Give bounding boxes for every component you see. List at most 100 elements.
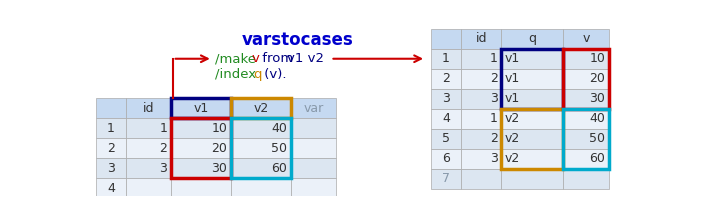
Bar	[127, 118, 171, 138]
Text: 3: 3	[490, 92, 498, 105]
Bar	[501, 89, 563, 109]
Text: v1: v1	[505, 92, 520, 105]
Bar	[171, 118, 231, 178]
Bar	[501, 49, 563, 109]
Text: 7: 7	[442, 172, 450, 185]
Bar	[231, 98, 291, 118]
Bar	[563, 49, 609, 69]
Text: /index: /index	[215, 68, 261, 81]
Bar	[231, 118, 291, 138]
Text: 20: 20	[212, 141, 228, 155]
Bar	[501, 149, 563, 169]
Bar	[563, 109, 609, 129]
Text: 3: 3	[107, 161, 115, 175]
Bar	[501, 49, 563, 69]
Bar	[431, 149, 462, 169]
Text: v: v	[251, 52, 259, 65]
Text: varstocases: varstocases	[242, 31, 354, 49]
Bar	[431, 89, 462, 109]
Text: 20: 20	[590, 72, 606, 85]
Bar	[96, 178, 127, 198]
Text: 60: 60	[271, 161, 287, 175]
Bar	[501, 109, 563, 129]
Bar	[171, 98, 231, 118]
Bar	[96, 138, 127, 158]
Bar	[127, 98, 171, 118]
Bar	[462, 89, 501, 109]
Bar	[501, 129, 563, 149]
Bar	[171, 158, 231, 178]
Bar	[563, 169, 609, 189]
Bar	[96, 118, 127, 138]
Text: from: from	[258, 52, 297, 65]
Bar	[501, 69, 563, 89]
Bar	[431, 109, 462, 129]
Bar	[171, 118, 231, 138]
Text: v1: v1	[505, 72, 520, 85]
Bar	[563, 149, 609, 169]
Text: v1 v2: v1 v2	[287, 52, 325, 65]
Bar	[563, 49, 609, 109]
Bar	[231, 98, 291, 118]
Bar	[431, 49, 462, 69]
Bar	[231, 118, 291, 178]
Text: 2: 2	[107, 141, 115, 155]
Text: 3: 3	[490, 152, 498, 165]
Bar	[563, 89, 609, 109]
Bar	[462, 149, 501, 169]
Text: 2: 2	[442, 72, 450, 85]
Text: 4: 4	[107, 182, 115, 195]
Bar	[462, 29, 501, 49]
Bar	[127, 158, 171, 178]
Bar	[431, 169, 462, 189]
Text: 4: 4	[442, 112, 450, 125]
Bar	[501, 29, 563, 49]
Text: (v).: (v).	[261, 68, 287, 81]
Text: 50: 50	[590, 132, 606, 145]
Bar	[462, 49, 501, 69]
Text: id: id	[476, 32, 487, 45]
Text: 1: 1	[159, 121, 167, 135]
Text: 40: 40	[271, 121, 287, 135]
Text: v2: v2	[505, 112, 520, 125]
Text: 2: 2	[490, 72, 498, 85]
Text: 60: 60	[590, 152, 606, 165]
Bar	[291, 98, 336, 118]
Bar	[291, 118, 336, 138]
Bar	[231, 138, 291, 158]
Bar	[501, 169, 563, 189]
Text: 6: 6	[442, 152, 450, 165]
Text: 1: 1	[107, 121, 115, 135]
Bar	[96, 98, 127, 118]
Bar	[231, 158, 291, 178]
Bar	[563, 129, 609, 149]
Bar	[231, 178, 291, 198]
Bar	[462, 109, 501, 129]
Text: q: q	[253, 68, 262, 81]
Text: 30: 30	[212, 161, 228, 175]
Bar	[291, 158, 336, 178]
Text: var: var	[303, 101, 324, 115]
Text: v1: v1	[505, 52, 520, 65]
Text: 50: 50	[271, 141, 287, 155]
Text: v1: v1	[194, 101, 209, 115]
Bar	[127, 178, 171, 198]
Text: 2: 2	[159, 141, 167, 155]
Text: 10: 10	[212, 121, 228, 135]
Bar	[462, 169, 501, 189]
Bar	[291, 178, 336, 198]
Bar	[501, 109, 563, 169]
Text: v2: v2	[253, 101, 269, 115]
Bar	[127, 138, 171, 158]
Bar	[431, 29, 462, 49]
Text: 5: 5	[442, 132, 450, 145]
Bar	[96, 158, 127, 178]
Text: id: id	[143, 101, 155, 115]
Text: 1: 1	[490, 52, 498, 65]
Text: 40: 40	[590, 112, 606, 125]
Text: v: v	[582, 32, 590, 45]
Bar	[171, 178, 231, 198]
Bar	[563, 29, 609, 49]
Bar	[462, 69, 501, 89]
Bar	[171, 98, 231, 118]
